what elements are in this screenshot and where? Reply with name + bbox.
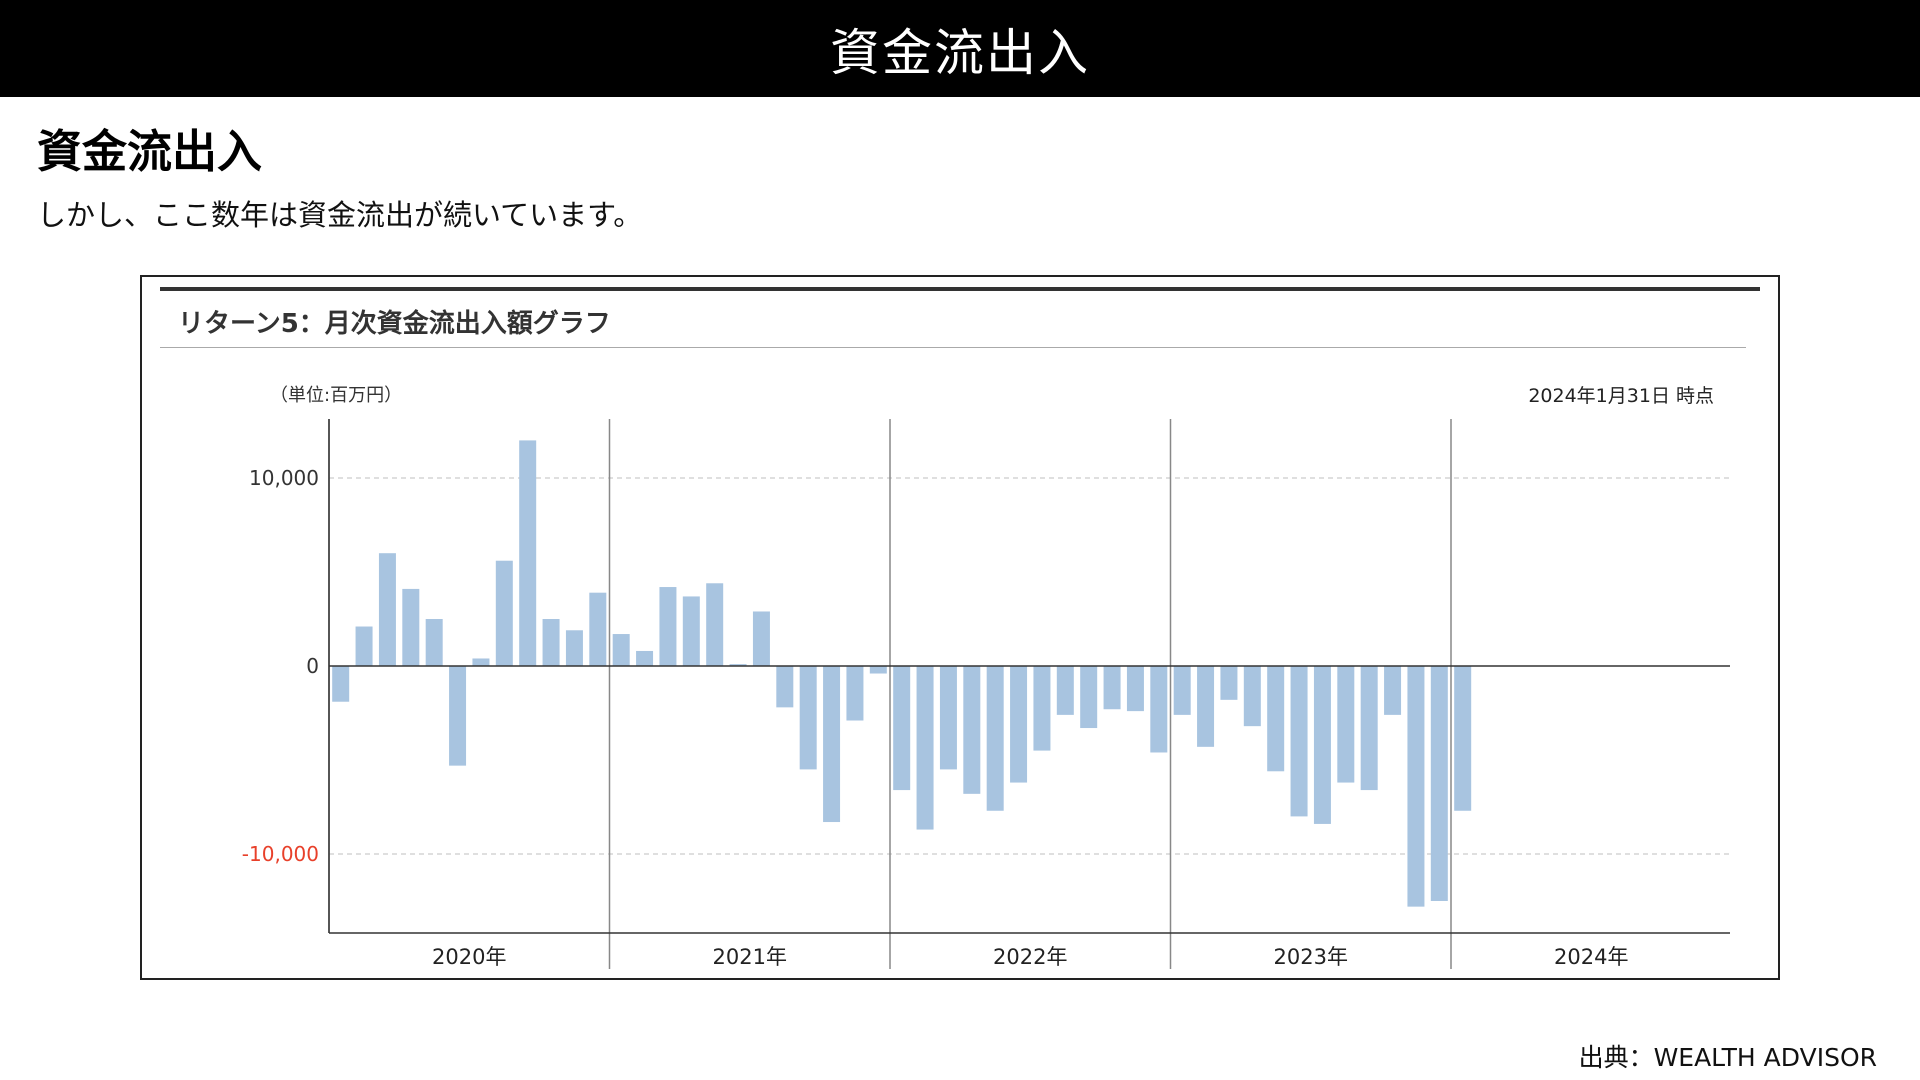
bar-2023-05: 2023-05: -5,600 bbox=[1267, 666, 1285, 772]
top-banner: 資金流出入 bbox=[0, 0, 1920, 97]
chart-title-rule bbox=[160, 347, 1746, 348]
bar-2022-03: 2022-03: -5,500 bbox=[939, 666, 957, 770]
bar-2021-09: 2021-09: -5,500 bbox=[799, 666, 817, 770]
bar-2022-10: 2022-10: -2,300 bbox=[1103, 666, 1121, 710]
bar-2020-04: 2020-04: 4,100 bbox=[402, 588, 420, 666]
bar-2021-11: 2021-11: -2,900 bbox=[846, 666, 864, 721]
bar-2020-10: 2020-10: 2,500 bbox=[542, 619, 560, 666]
bar-2021-03: 2021-03: 4,200 bbox=[659, 587, 677, 666]
bar-2022-05: 2022-05: -7,700 bbox=[986, 666, 1004, 811]
y-tick-label-1: 0 bbox=[306, 654, 319, 678]
bar-2022-06: 2022-06: -6,200 bbox=[1010, 666, 1028, 783]
y-tick-label-0: 10,000 bbox=[249, 466, 319, 490]
bar-2022-08: 2022-08: -2,600 bbox=[1056, 666, 1074, 715]
bar-2020-11: 2020-11: 1,900 bbox=[565, 630, 583, 666]
x-tick-label-4: 2024年 bbox=[1554, 945, 1628, 969]
bar-2022-04: 2022-04: -6,800 bbox=[963, 666, 981, 794]
lead-text: しかし、ここ数年は資金流出が続いています。 bbox=[37, 198, 643, 232]
bar-2020-08: 2020-08: 5,600 bbox=[495, 560, 513, 666]
x-tick-label-3: 2023年 bbox=[1274, 945, 1348, 969]
bar-2022-11: 2022-11: -2,400 bbox=[1126, 666, 1144, 712]
bar-2020-12: 2020-12: 3,900 bbox=[589, 592, 607, 666]
bar-2020-01: 2020-01: -1,900 bbox=[332, 666, 350, 702]
as-of-date-label: 2024年1月31日 時点 bbox=[1528, 385, 1714, 407]
bar-2023-04: 2023-04: -3,200 bbox=[1243, 666, 1261, 727]
bar-2021-10: 2021-10: -8,300 bbox=[823, 666, 841, 823]
bar-2021-02: 2021-02: 800 bbox=[636, 650, 654, 666]
bar-2023-03: 2023-03: -1,800 bbox=[1220, 666, 1238, 700]
bar-2023-06: 2023-06: -8,000 bbox=[1290, 666, 1308, 817]
bar-2022-07: 2022-07: -4,500 bbox=[1033, 666, 1051, 751]
bar-2023-12: 2023-12: -12,500 bbox=[1430, 666, 1448, 901]
bar-2023-09: 2023-09: -6,600 bbox=[1360, 666, 1378, 791]
section-heading: 資金流出入 bbox=[37, 125, 263, 178]
chart-panel: リターン5：月次資金流出入額グラフ （単位:百万円） 2024年1月31日 時点… bbox=[140, 275, 1780, 980]
bar-2020-02: 2020-02: 2,100 bbox=[355, 626, 373, 666]
bar-2021-07: 2021-07: 2,900 bbox=[752, 611, 770, 666]
bar-2023-01: 2023-01: -2,600 bbox=[1173, 666, 1191, 715]
bar-2022-09: 2022-09: -3,300 bbox=[1080, 666, 1098, 729]
bar-2020-07: 2020-07: 400 bbox=[472, 658, 490, 666]
bar-2023-10: 2023-10: -2,600 bbox=[1384, 666, 1402, 715]
bar-2020-03: 2020-03: 6,000 bbox=[378, 553, 396, 666]
bar-2024-01: 2024-01: -7,700 bbox=[1454, 666, 1472, 811]
bar-2023-07: 2023-07: -8,400 bbox=[1313, 666, 1331, 824]
banner-title: 資金流出入 bbox=[830, 23, 1090, 82]
chart-title-bar bbox=[160, 287, 1760, 291]
x-tick-label-2: 2022年 bbox=[993, 945, 1067, 969]
bar-2023-02: 2023-02: -4,300 bbox=[1197, 666, 1215, 747]
bar-2022-01: 2022-01: -6,600 bbox=[893, 666, 911, 791]
bar-2021-08: 2021-08: -2,200 bbox=[776, 666, 794, 708]
chart-title: リターン5：月次資金流出入額グラフ bbox=[178, 309, 611, 339]
bar-2021-04: 2021-04: 3,700 bbox=[682, 596, 700, 666]
unit-label: （単位:百万円） bbox=[270, 385, 403, 406]
bar-2020-05: 2020-05: 2,500 bbox=[425, 619, 443, 666]
bar-2021-05: 2021-05: 4,400 bbox=[706, 583, 724, 666]
y-tick-label-2: -10,000 bbox=[242, 842, 319, 866]
x-tick-label-1: 2021年 bbox=[713, 945, 787, 969]
bar-2022-02: 2022-02: -8,700 bbox=[916, 666, 934, 830]
source-note: 出典：WEALTH ADVISOR bbox=[1578, 1043, 1877, 1072]
x-tick-label-0: 2020年 bbox=[432, 945, 506, 969]
bar-2022-12: 2022-12: -4,600 bbox=[1150, 666, 1168, 753]
bar-2023-11: 2023-11: -12,800 bbox=[1407, 666, 1425, 907]
bar-2021-06: 2021-06: 100 bbox=[729, 664, 747, 666]
bar-2021-12: 2021-12: -400 bbox=[869, 666, 887, 674]
bar-2020-06: 2020-06: -5,300 bbox=[449, 666, 467, 766]
bar-2020-09: 2020-09: 12,000 bbox=[519, 440, 537, 666]
bar-2021-01: 2021-01: 1,700 bbox=[612, 634, 630, 666]
bar-chart: 2020-01: -1,900 2020-02: 2,100 2020-03: 6,… bbox=[242, 419, 1730, 969]
bar-2023-08: 2023-08: -6,200 bbox=[1337, 666, 1355, 783]
